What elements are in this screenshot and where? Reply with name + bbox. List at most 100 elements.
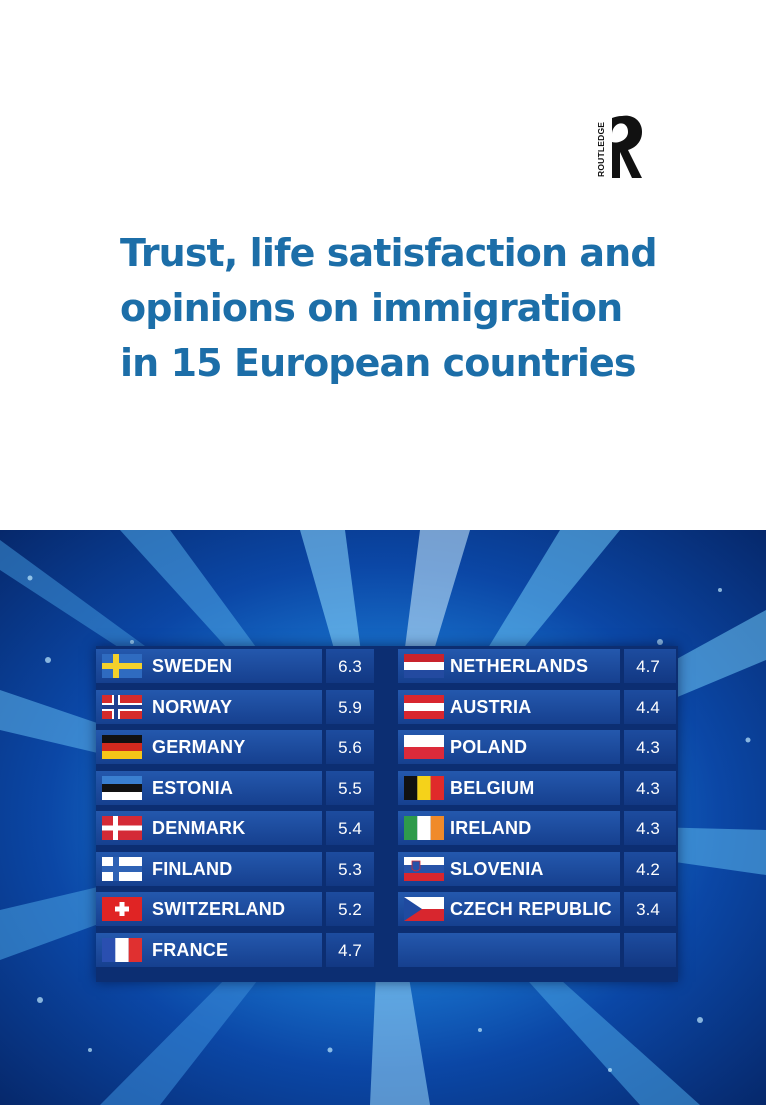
country-cell: POLAND [398, 730, 620, 764]
slovenia-flag-icon [404, 856, 444, 881]
score-value: 4.3 [636, 778, 660, 798]
country-cell: IRELAND [398, 811, 620, 845]
country-cell: BELGIUM [398, 770, 620, 805]
score-cell: 4.7 [326, 932, 374, 967]
routledge-logo-icon [612, 115, 642, 178]
country-cell: NETHERLANDS [398, 649, 620, 683]
score-value: 4.3 [636, 819, 660, 838]
scoreboard-row: CZECH REPUBLIC 3.4 [398, 889, 678, 930]
finland-flag-icon [102, 856, 142, 881]
score-cell: 4.4 [624, 689, 676, 724]
scoreboard-row: NORWAY 5.9 [96, 687, 376, 728]
country-name: DENMARK [152, 818, 246, 838]
score-cell: 3.4 [624, 892, 676, 926]
score-cell: 6.3 [326, 649, 374, 683]
scoreboard-row: FINLAND 5.3 [96, 849, 376, 890]
country-cell: SWEDEN [96, 649, 322, 683]
country-cell: ESTONIA [96, 770, 322, 805]
scoreboard-row: SWEDEN 6.3 [96, 646, 376, 687]
scoreboard-row: GERMANY 5.6 [96, 727, 376, 768]
country-name: NETHERLANDS [450, 656, 589, 676]
score-value: 5.6 [338, 738, 362, 757]
scoreboard-row: DENMARK 5.4 [96, 808, 376, 849]
norway-flag-icon [102, 694, 142, 719]
score-cell: 5.6 [326, 730, 374, 764]
scoreboard-row: IRELAND 4.3 [398, 808, 678, 849]
country-cell: SWITZERLAND [96, 892, 322, 926]
estonia-flag-icon [102, 775, 142, 800]
score-cell: 5.3 [326, 851, 374, 886]
country-name: BELGIUM [450, 777, 535, 798]
score-value: 4.7 [636, 657, 660, 676]
scoreboard-row: BELGIUM 4.3 [398, 768, 678, 809]
score-value: 5.4 [338, 819, 362, 838]
title-line: Trust, life satisfaction and [120, 231, 658, 275]
country-cell: NORWAY [96, 689, 322, 724]
score-cell: 4.7 [624, 649, 676, 683]
germany-flag-icon [102, 735, 142, 759]
score-cell: 5.9 [326, 689, 374, 724]
country-name: FINLAND [152, 858, 233, 879]
scoreboard-row: AUSTRIA 4.4 [398, 687, 678, 728]
cover-artwork: SWEDEN 6.3 NORWAY 5.9 [0, 530, 766, 1105]
country-name: AUSTRIA [450, 696, 532, 717]
country-cell: CZECH REPUBLIC [398, 892, 620, 926]
score-cell: 4.3 [624, 730, 676, 764]
country-name: IRELAND [450, 818, 532, 838]
scoreboard-row-empty [398, 930, 678, 971]
scoreboard-row: FRANCE 4.7 [96, 930, 376, 971]
france-flag-icon [102, 937, 142, 962]
netherlands-flag-icon [404, 654, 444, 678]
score-value: 4.2 [636, 859, 660, 879]
country-name: FRANCE [152, 939, 229, 960]
score-cell: 4.2 [624, 851, 676, 886]
poland-flag-icon [404, 735, 444, 759]
country-cell: DENMARK [96, 811, 322, 845]
score-value: 5.9 [338, 697, 362, 717]
country-name: ESTONIA [152, 777, 234, 798]
ireland-flag-icon [404, 816, 444, 840]
country-name: SWEDEN [152, 656, 233, 676]
scoreboard-right-column: NETHERLANDS 4.7 AUSTRIA 4.4 [398, 646, 678, 970]
country-name: NORWAY [152, 696, 233, 717]
score-value: 5.3 [338, 859, 362, 879]
belgium-flag-icon [404, 775, 444, 800]
country-cell-empty [398, 932, 620, 967]
scoreboard-row: ESTONIA 5.5 [96, 768, 376, 809]
title-line: in 15 European countries [120, 341, 637, 385]
country-name: CZECH REPUBLIC [450, 899, 612, 919]
country-cell: FRANCE [96, 932, 322, 967]
publisher-name: ROUTLEDGE [596, 121, 606, 177]
scoreboard-left-column: SWEDEN 6.3 NORWAY 5.9 [96, 646, 376, 970]
score-cell: 5.5 [326, 770, 374, 805]
cover-top: ROUTLEDGE Trust, life satisfaction and o… [0, 0, 766, 530]
book-title: Trust, life satisfaction and opinions on… [120, 226, 720, 391]
score-value: 5.2 [338, 900, 362, 919]
score-cell: 4.3 [624, 811, 676, 845]
scoreboard: SWEDEN 6.3 NORWAY 5.9 [96, 646, 678, 982]
scoreboard-row: NETHERLANDS 4.7 [398, 646, 678, 687]
sweden-flag-icon [102, 654, 142, 678]
score-value: 5.5 [338, 778, 362, 798]
score-value: 4.7 [338, 940, 362, 960]
country-cell: GERMANY [96, 730, 322, 764]
country-name: SWITZERLAND [152, 899, 286, 919]
scoreboard-row: SWITZERLAND 5.2 [96, 889, 376, 930]
score-value: 6.3 [338, 657, 362, 676]
score-cell: 5.4 [326, 811, 374, 845]
scoreboard-row: POLAND 4.3 [398, 727, 678, 768]
switzerland-flag-icon [102, 897, 142, 921]
country-cell: FINLAND [96, 851, 322, 886]
score-value: 4.4 [636, 697, 660, 717]
score-value: 4.3 [636, 738, 660, 757]
country-name: GERMANY [152, 737, 246, 757]
score-cell: 4.3 [624, 770, 676, 805]
country-cell: AUSTRIA [398, 689, 620, 724]
country-name: POLAND [450, 737, 528, 757]
country-cell: SLOVENIA [398, 851, 620, 886]
austria-flag-icon [404, 694, 444, 719]
score-cell-empty [624, 932, 676, 967]
scoreboard-row: SLOVENIA 4.2 [398, 849, 678, 890]
country-name: SLOVENIA [450, 858, 544, 879]
title-line: opinions on immigration [120, 286, 623, 330]
